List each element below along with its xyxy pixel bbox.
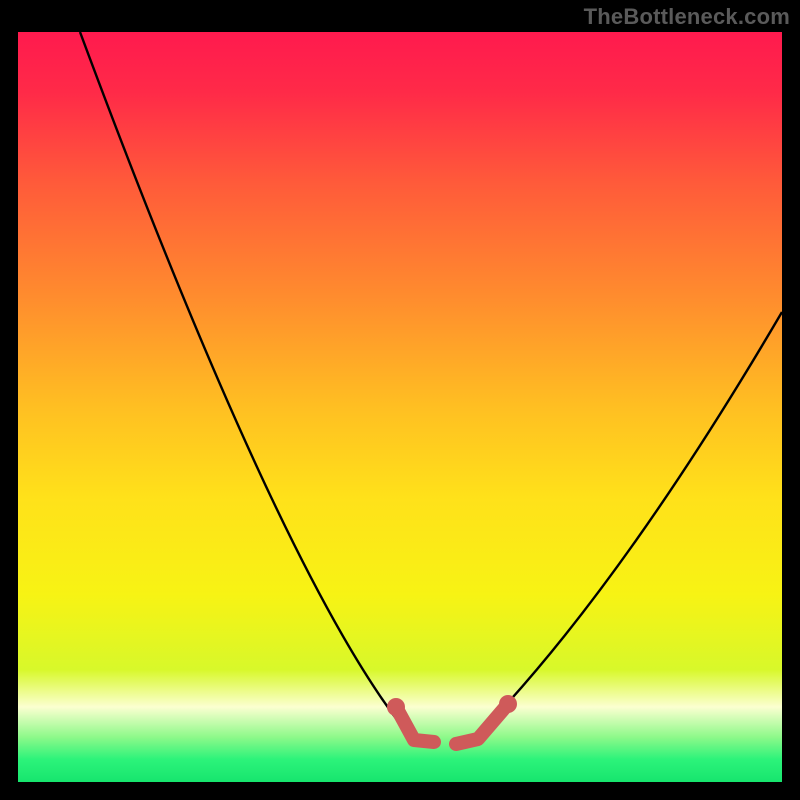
watermark-label: TheBottleneck.com [584, 4, 790, 30]
bottleneck-chart [18, 32, 782, 782]
gradient-background [18, 32, 782, 782]
chart-frame: TheBottleneck.com [0, 0, 800, 800]
plot-area [18, 32, 782, 782]
optimal-marker-left-endcap [387, 698, 405, 716]
optimal-marker-right-endcap [499, 695, 517, 713]
